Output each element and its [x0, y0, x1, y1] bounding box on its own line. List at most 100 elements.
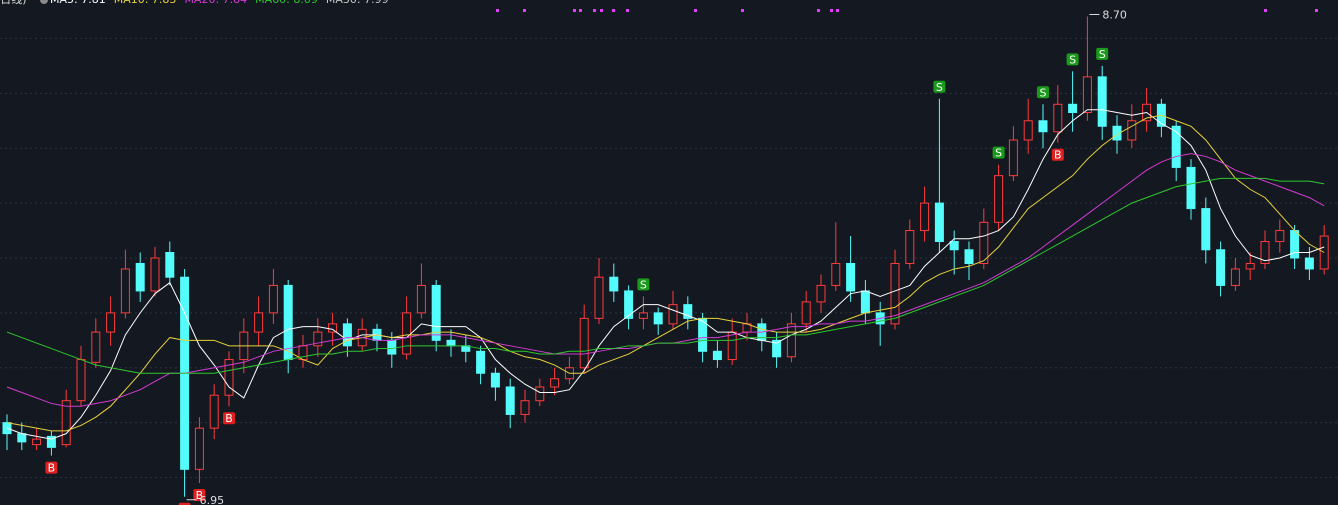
signal-marker: S [992, 146, 1005, 160]
signal-box [637, 278, 650, 291]
candle-body [727, 331, 737, 361]
signal-marker: S [1037, 86, 1049, 99]
candle-body [17, 433, 27, 443]
candle-body [801, 301, 811, 325]
candle-body [905, 230, 915, 264]
candle-body [194, 427, 204, 470]
candle-body [1275, 230, 1285, 243]
candle-body [328, 323, 338, 333]
annotation-label: 6.95 [200, 494, 225, 505]
signal-box [193, 489, 206, 502]
legend-dot [40, 0, 48, 4]
candle-body [268, 284, 278, 314]
candle-body [505, 386, 515, 415]
candle-body [431, 284, 441, 341]
candle-body [1216, 249, 1226, 286]
event-dots [496, 9, 1318, 12]
candle-body [949, 241, 959, 251]
candle-body [46, 435, 56, 448]
signal-box [933, 80, 946, 93]
candle-body [135, 262, 145, 292]
candle-body [520, 400, 530, 415]
candle-body [1023, 120, 1033, 141]
candle-body [994, 175, 1004, 223]
candle-body [416, 284, 426, 314]
signal-label: B [1054, 149, 1062, 162]
signal-label: B [225, 412, 233, 425]
signal-box [1051, 148, 1064, 161]
candle-body [387, 339, 397, 355]
ma-line [6, 109, 1325, 440]
signal-box [1037, 86, 1049, 99]
legend-entry: MA5: 7.81 [50, 0, 106, 6]
candle-body [209, 394, 219, 429]
candle-body [934, 202, 944, 243]
candle-body [786, 323, 796, 358]
candle-body [772, 339, 782, 358]
signal-label: S [936, 81, 943, 94]
candle-body [831, 262, 841, 286]
candle-body [1112, 125, 1122, 141]
signal-label: B [48, 462, 56, 475]
candle-body [1260, 241, 1270, 264]
candle-body [1171, 125, 1181, 168]
candle-body [624, 290, 634, 319]
candle-body [1304, 257, 1314, 270]
ma-line [6, 177, 1325, 374]
candle-body [150, 257, 160, 292]
candle-body [550, 378, 560, 388]
candle-body [846, 262, 856, 292]
candle-body [860, 290, 870, 314]
candle-body [165, 252, 175, 278]
candle-body [1082, 76, 1092, 114]
signal-label: S [1040, 86, 1047, 99]
candle-body [490, 372, 500, 388]
candle-body [342, 323, 352, 347]
candle-body [446, 339, 456, 347]
signal-marker: B [45, 461, 58, 475]
candle-body [32, 438, 42, 446]
signal-label: S [640, 278, 647, 291]
signal-box [178, 502, 191, 505]
signal-label: S [1099, 48, 1106, 61]
candle-body [61, 400, 71, 446]
signal-label: B [181, 503, 189, 505]
candle-body [653, 312, 663, 325]
candle-body [535, 386, 545, 402]
signal-marker: S [933, 80, 946, 94]
signal-box [992, 146, 1005, 159]
candle-body [1186, 166, 1196, 210]
candle-body [1097, 76, 1107, 127]
annotation-label: 8.70 [1102, 8, 1127, 21]
candle-body [1230, 268, 1240, 286]
signal-marker: S [1066, 53, 1079, 66]
candle-body [1038, 120, 1048, 133]
candle-body [120, 268, 130, 314]
signal-marker: B [193, 489, 206, 502]
candle-body [476, 350, 486, 374]
candle-body [964, 249, 974, 264]
ma-line [6, 153, 1325, 407]
candle-body [638, 312, 648, 319]
candle-body [1245, 262, 1255, 270]
candle-body [609, 276, 619, 292]
signal-box [45, 461, 58, 474]
candle-body [712, 350, 722, 361]
period-label: (日线) [0, 0, 27, 6]
candle-body [890, 262, 900, 325]
candle-body [1201, 208, 1211, 251]
signal-box [1066, 53, 1079, 66]
signal-box [1096, 47, 1109, 60]
signal-marker: S [1096, 47, 1109, 61]
signal-box [223, 412, 235, 425]
legend-entry: MA10: 7.83 [114, 0, 177, 6]
signal-marker: B [223, 412, 235, 425]
candle-body [668, 304, 678, 325]
signal-marker: S [637, 278, 650, 291]
candle-body [816, 284, 826, 303]
signal-label: S [995, 147, 1002, 160]
candle-body [1053, 103, 1063, 133]
signal-label: S [1069, 53, 1076, 66]
